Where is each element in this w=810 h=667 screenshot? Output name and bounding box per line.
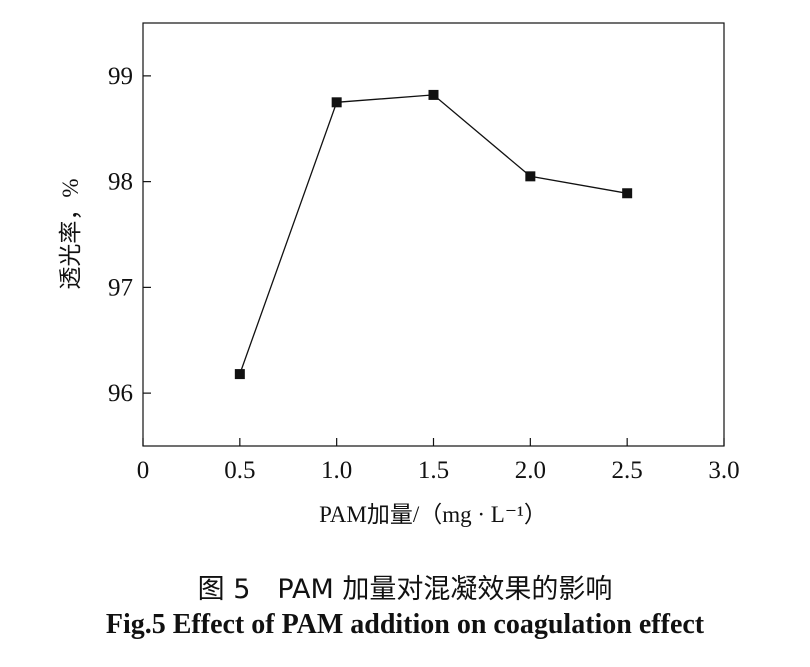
y-tick-label: 98 <box>108 169 133 196</box>
y-tick-label: 97 <box>108 274 133 301</box>
x-axis-ticks: 0 0.5 1.0 1.5 2.0 2.5 3.0 <box>137 438 740 484</box>
data-point-marker <box>525 171 536 182</box>
series-line <box>239 94 628 375</box>
y-axis-ticks: 96 97 98 99 <box>108 63 151 407</box>
y-axis-label: 透光率，% <box>58 178 83 289</box>
data-point-marker <box>331 97 342 108</box>
x-tick-label: 1.0 <box>321 457 352 484</box>
x-tick-label: 0 <box>137 457 150 484</box>
figure-caption-chinese: 图 5 PAM 加量对混凝效果的影响 <box>197 574 613 605</box>
x-tick-label: 3.0 <box>708 457 739 484</box>
data-point-marker <box>428 89 439 100</box>
line-chart: 96 97 98 99 0 0.5 1.0 1.5 2.0 2.5 3.0 透光率，% PAM加量… <box>58 22 740 527</box>
y-tick-label: 99 <box>108 63 133 90</box>
data-point-marker <box>234 369 245 380</box>
x-tick-label: 0.5 <box>224 457 255 484</box>
figure-caption-english: Fig.5 Effect of PAM addition on coagulat… <box>105 609 705 640</box>
x-axis-label: PAM加量/（mg · L⁻¹） <box>319 502 547 527</box>
x-tick-label: 1.5 <box>418 457 449 484</box>
y-tick-label: 96 <box>108 380 133 407</box>
data-markers <box>234 89 633 380</box>
data-point-marker <box>622 188 633 199</box>
x-tick-label: 2.5 <box>612 457 643 484</box>
x-tick-label: 2.0 <box>515 457 546 484</box>
plot-frame <box>142 22 725 447</box>
